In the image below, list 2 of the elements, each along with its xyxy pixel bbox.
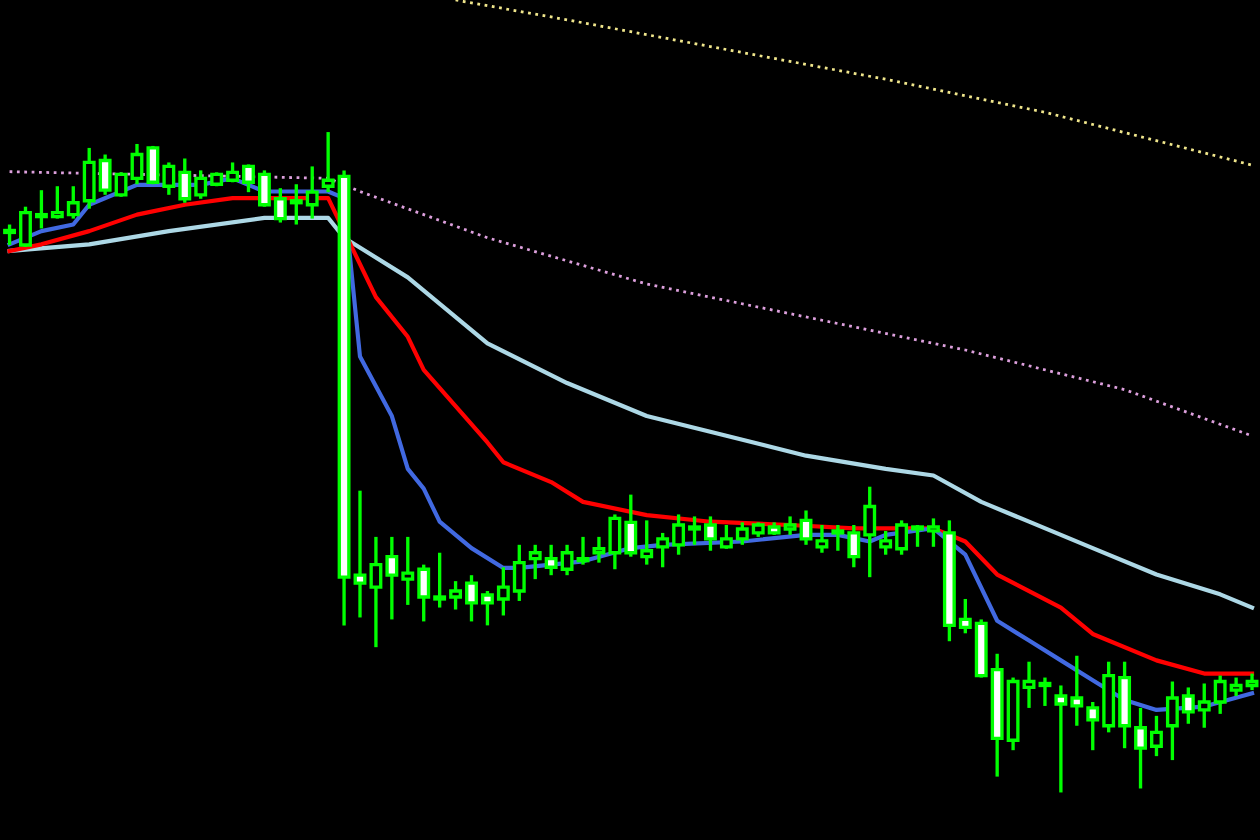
candlestick bbox=[815, 523, 829, 555]
candlestick bbox=[1038, 675, 1052, 708]
